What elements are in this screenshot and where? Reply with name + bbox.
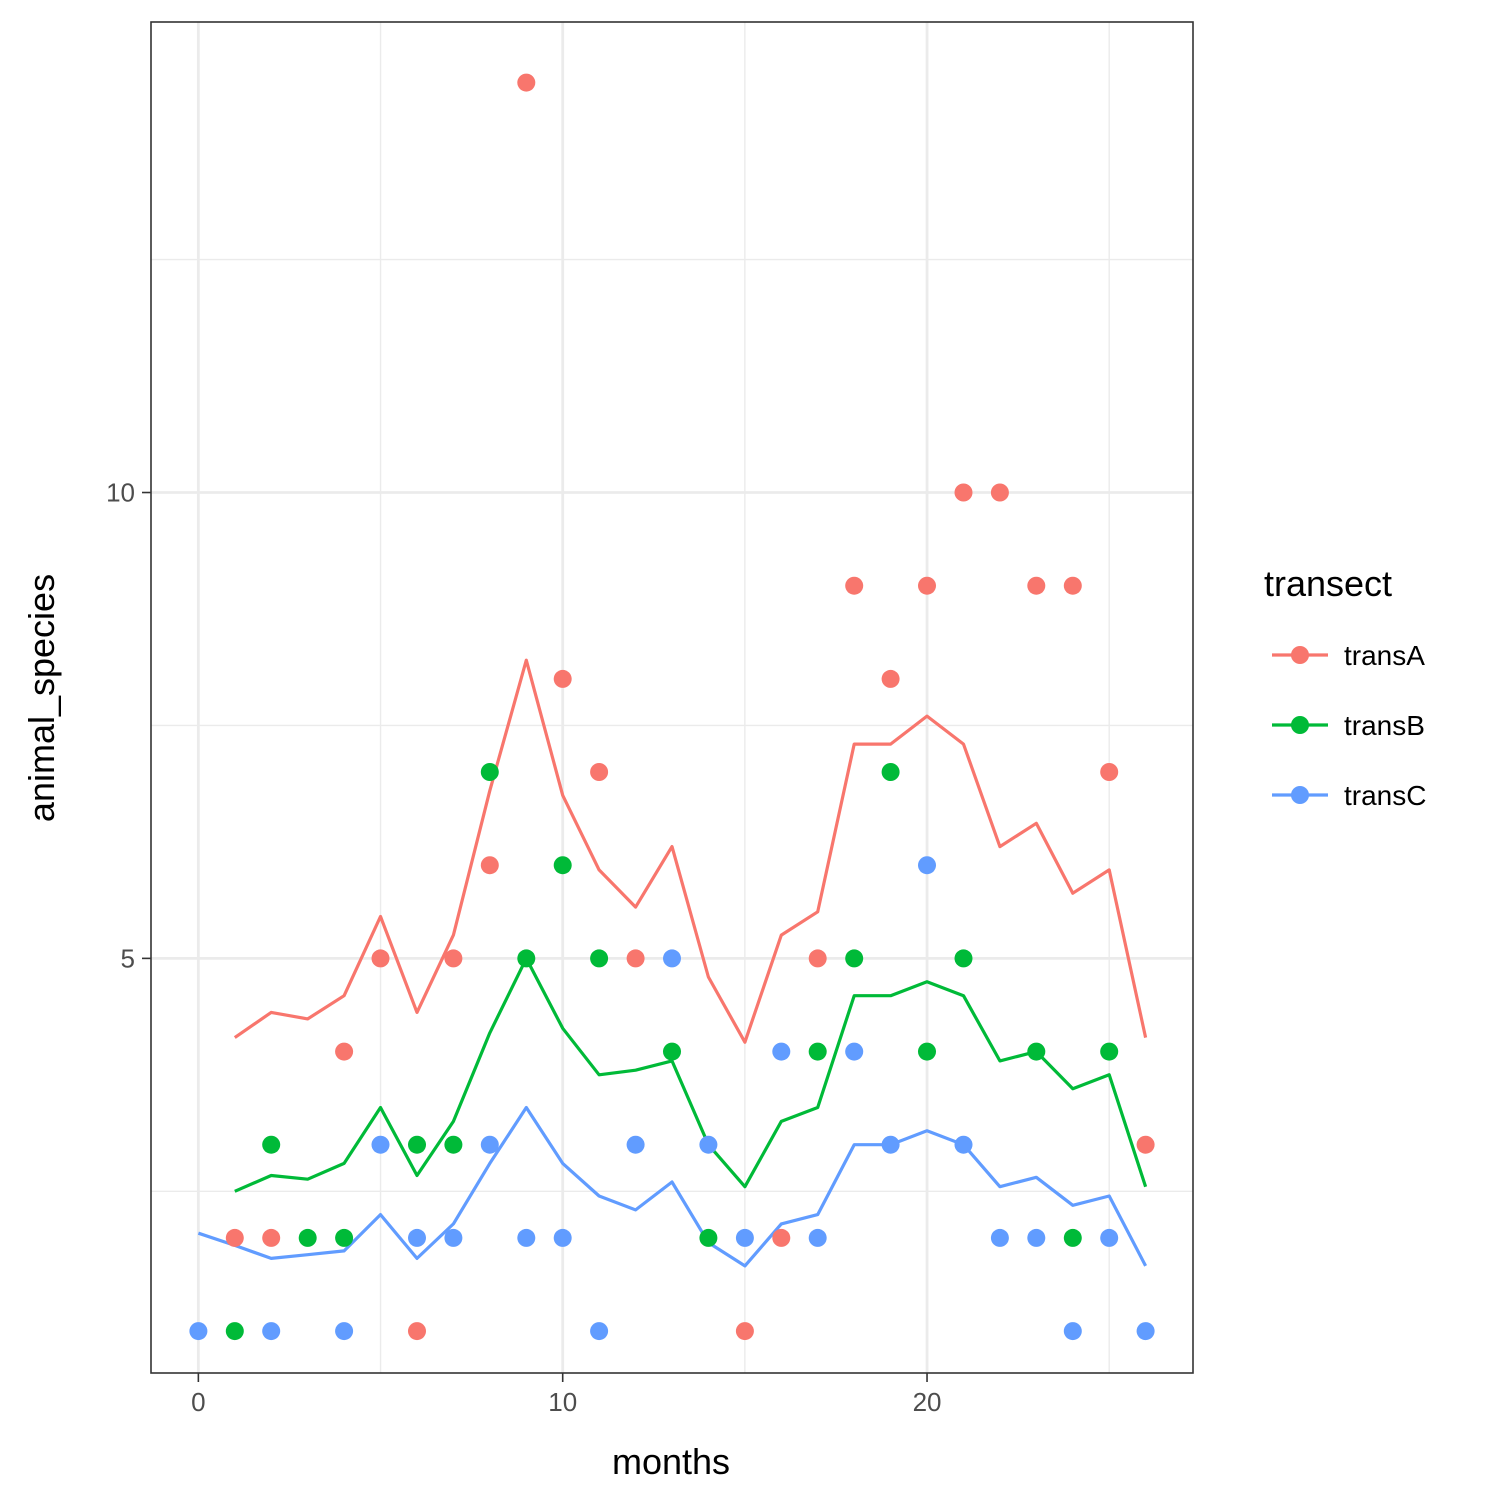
legend-key-dot-transC [1291, 786, 1309, 804]
data-point-transC [772, 1042, 791, 1061]
series-lines [197, 658, 1148, 1268]
data-point-transA [1100, 763, 1119, 781]
data-point-transC [990, 1228, 1009, 1247]
data-point-transA [918, 576, 936, 595]
data-point-transA [845, 576, 864, 595]
x-axis-title: months [612, 1441, 730, 1482]
data-point-transA [262, 1228, 281, 1247]
data-point-transC [444, 1228, 463, 1247]
data-point-transB [298, 1228, 317, 1247]
data-point-transA [444, 949, 463, 968]
legend-label-transC: transC [1344, 780, 1426, 811]
data-point-transA [990, 483, 1009, 502]
legend-label-transA: transA [1344, 640, 1425, 671]
series-line-transA [233, 658, 1148, 1044]
legend-key-dot-transB [1291, 716, 1309, 734]
data-point-transA [225, 1228, 244, 1247]
data-point-transC [553, 1228, 572, 1247]
data-point-transB [1027, 1042, 1046, 1061]
data-point-transA [480, 856, 499, 875]
data-point-transB [553, 856, 572, 875]
data-point-transA [553, 669, 572, 688]
data-point-transB [480, 763, 499, 781]
data-point-transB [954, 949, 973, 968]
data-point-transC [590, 1322, 609, 1341]
data-point-transC [335, 1322, 354, 1341]
data-point-transC [881, 1135, 900, 1154]
data-point-transB [1100, 1042, 1119, 1061]
series-line-transC [197, 1105, 1148, 1268]
data-point-transC [480, 1135, 499, 1154]
data-point-transA [808, 949, 827, 968]
data-point-transC [808, 1228, 827, 1247]
data-point-transA [954, 483, 973, 502]
y-tick-label: 5 [121, 943, 135, 973]
legend-title: transect [1264, 563, 1392, 604]
data-point-transB [845, 949, 864, 968]
data-point-transB [225, 1322, 244, 1341]
minor-gridlines [151, 22, 1193, 1373]
data-point-transB [590, 949, 609, 968]
data-point-transC [1063, 1322, 1082, 1341]
data-point-transC [262, 1322, 281, 1341]
data-point-transC [735, 1228, 754, 1247]
plot-panel [151, 22, 1193, 1373]
x-axis: 0 10 20 [191, 1373, 941, 1417]
data-point-transA [626, 949, 645, 968]
data-point-transA [881, 669, 900, 688]
data-point-transC [954, 1135, 973, 1154]
data-point-transB [918, 1042, 936, 1061]
data-point-transA [517, 73, 536, 92]
data-point-transB [808, 1042, 827, 1061]
x-tick-label: 0 [191, 1387, 205, 1417]
data-point-transA [1027, 576, 1046, 595]
data-point-transB [335, 1228, 354, 1247]
data-point-transC [371, 1135, 390, 1154]
data-point-transC [1136, 1322, 1155, 1341]
data-point-transC [918, 856, 936, 875]
data-point-transA [371, 949, 390, 968]
data-point-transB [517, 949, 536, 968]
data-point-transC [699, 1135, 718, 1154]
data-point-transC [845, 1042, 864, 1061]
legend-label-transB: transB [1344, 710, 1425, 741]
y-axis: 5 10 [106, 478, 151, 973]
data-point-transA [772, 1228, 791, 1247]
x-tick-label: 20 [913, 1387, 942, 1417]
y-tick-label: 10 [106, 478, 135, 508]
data-point-transC [408, 1228, 426, 1247]
y-axis-title: animal_species [21, 574, 62, 822]
data-point-transC [626, 1135, 645, 1154]
plot-panel-background [151, 22, 1193, 1373]
data-point-transA [335, 1042, 354, 1061]
data-point-transB [444, 1135, 463, 1154]
data-point-transC [1100, 1228, 1119, 1247]
data-point-transB [699, 1228, 718, 1247]
legend: transect transA transB transC [1264, 563, 1426, 811]
data-point-transA [735, 1322, 754, 1341]
data-point-transB [881, 763, 900, 781]
data-point-transA [1136, 1135, 1155, 1154]
legend-key-dot-transA [1291, 646, 1309, 664]
data-point-transA [1063, 576, 1082, 595]
series-points [189, 73, 1155, 1341]
data-point-transC [1027, 1228, 1046, 1247]
data-point-transA [408, 1322, 426, 1341]
data-point-transB [663, 1042, 681, 1061]
panel-border [150, 21, 1194, 1374]
data-point-transC [517, 1228, 536, 1247]
series-line-transB [234, 956, 1148, 1193]
data-point-transC [663, 949, 681, 968]
data-point-transB [1063, 1228, 1082, 1247]
data-point-transA [590, 763, 609, 781]
data-point-transC [189, 1322, 208, 1341]
legend-items: transA transB transC [1272, 640, 1426, 811]
data-point-transB [408, 1135, 426, 1154]
data-point-transB [262, 1135, 281, 1154]
x-tick-label: 10 [548, 1387, 577, 1417]
